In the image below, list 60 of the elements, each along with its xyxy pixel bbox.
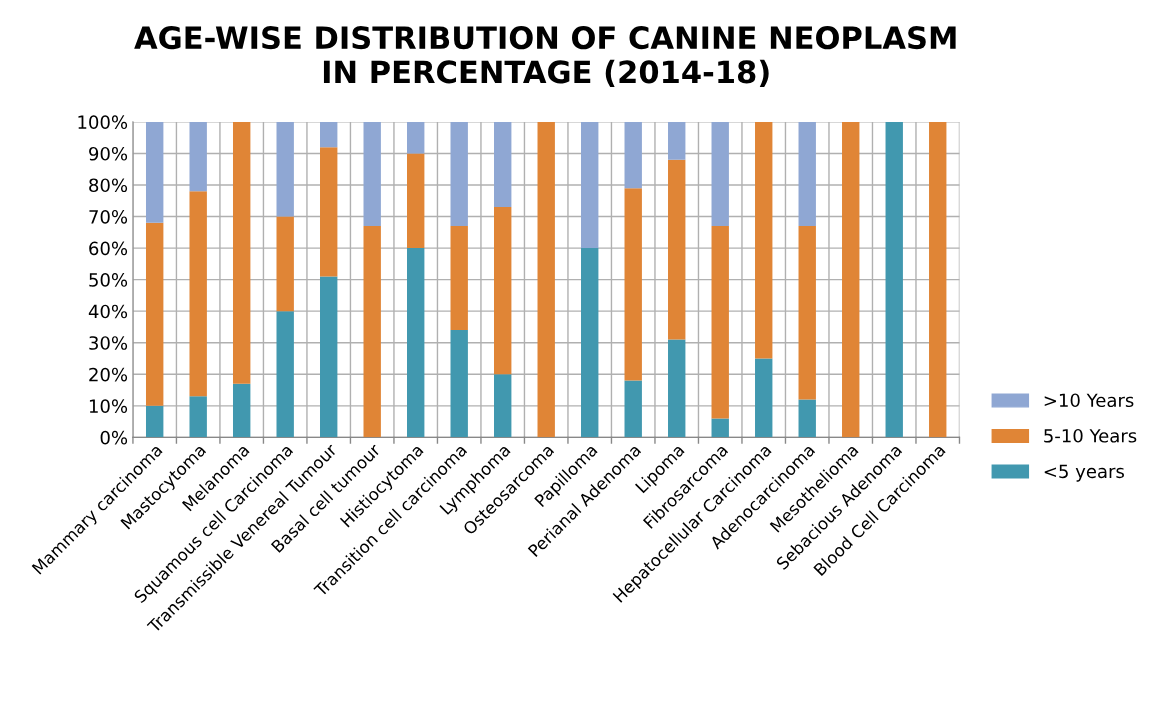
bar xyxy=(624,188,642,381)
bar xyxy=(624,121,642,189)
y-tick-label: 0% xyxy=(100,430,128,445)
y-tick-label: 50% xyxy=(89,273,128,287)
bar xyxy=(450,330,468,438)
bar xyxy=(929,121,947,438)
bar xyxy=(711,418,729,438)
bar xyxy=(276,311,294,438)
bar xyxy=(145,405,164,438)
bar xyxy=(494,374,512,438)
bar xyxy=(145,121,164,223)
bar xyxy=(407,153,425,249)
bar xyxy=(798,226,816,400)
bar xyxy=(624,380,642,438)
bar xyxy=(189,396,207,438)
bar xyxy=(363,226,381,438)
bar xyxy=(276,121,294,217)
bar xyxy=(668,121,686,160)
bar xyxy=(450,226,468,331)
y-tick-label: 90% xyxy=(89,146,128,161)
bar xyxy=(232,121,251,384)
y-tick-label: 70% xyxy=(89,209,128,224)
bar xyxy=(668,159,686,340)
y-tick-label: 30% xyxy=(89,336,128,350)
bar xyxy=(232,383,251,438)
y-tick-label: 40% xyxy=(88,304,128,319)
bar xyxy=(320,147,338,277)
chart-title: AGE-WISE DISTRIBUTION OF CANINE NEOPLASM IN PERCENTAGE (2014-18) xyxy=(134,26,956,88)
y-tick-label: 100% xyxy=(78,115,128,130)
bar xyxy=(711,121,729,226)
bar xyxy=(537,121,555,438)
bar xyxy=(885,121,903,438)
bar xyxy=(407,121,425,154)
bar xyxy=(494,207,512,375)
bar xyxy=(494,121,512,208)
bar xyxy=(363,121,381,226)
bar xyxy=(320,121,338,148)
y-tick-label: 80% xyxy=(89,178,128,193)
bar xyxy=(842,121,860,438)
bar xyxy=(145,222,164,406)
bar xyxy=(581,121,599,249)
bar xyxy=(276,216,294,312)
bar xyxy=(581,248,599,438)
legend-label: 5-10 Years xyxy=(1044,428,1137,443)
bar xyxy=(668,339,686,438)
legend-label: <5 years xyxy=(1044,464,1124,482)
bar xyxy=(189,191,207,397)
bar xyxy=(320,276,338,438)
bar xyxy=(450,121,468,226)
bar xyxy=(189,121,207,192)
legend-label: >10 Years xyxy=(1044,393,1134,408)
bar xyxy=(798,121,816,226)
y-tick-label: 60% xyxy=(89,241,128,256)
y-tick-label: 10% xyxy=(89,399,128,413)
bar xyxy=(798,399,816,438)
bar xyxy=(755,358,773,438)
y-tick-label: 20% xyxy=(89,367,128,382)
bar xyxy=(711,226,729,419)
bar xyxy=(755,121,773,359)
bar xyxy=(407,248,425,438)
